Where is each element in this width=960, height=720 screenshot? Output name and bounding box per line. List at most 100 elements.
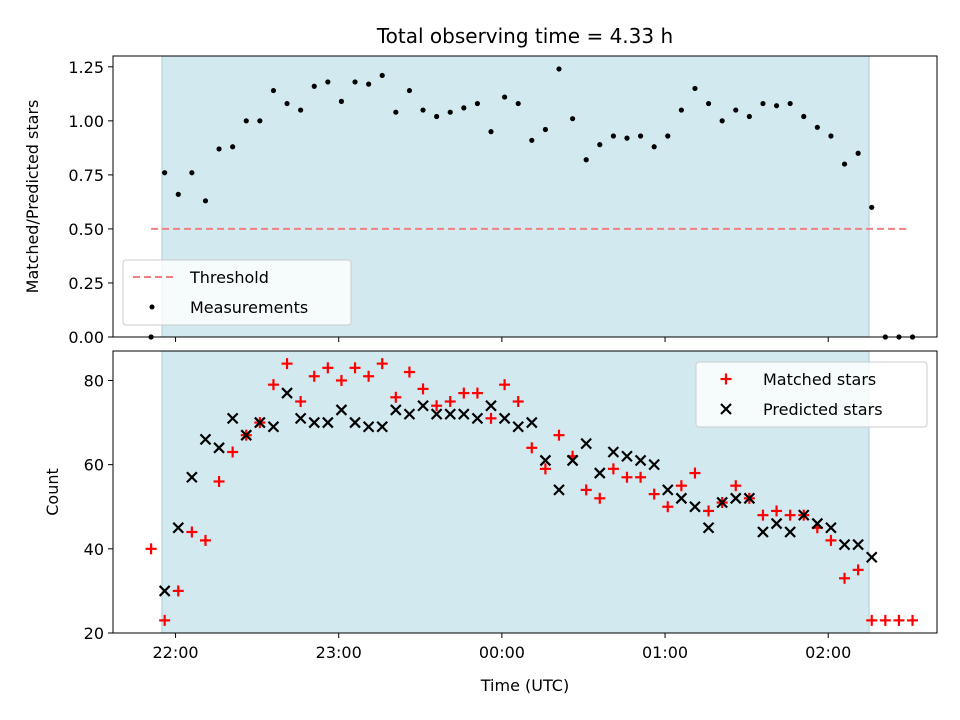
predicted-star-point-b (226, 412, 239, 425)
matched-star-point (689, 467, 701, 479)
measurement-point (665, 133, 671, 139)
measurement-point (406, 87, 413, 94)
predicted-star-point (580, 437, 592, 450)
measurement-point (366, 81, 372, 87)
bottom-x-ticks: 22:00 23:00 00:00 01:00 02:00 (152, 633, 851, 662)
bottom-ytick-label: 40 (84, 540, 104, 559)
predicted-star-point (675, 492, 688, 505)
predicted-star-point (199, 433, 212, 446)
measurement-point (461, 105, 467, 111)
predicted-star-point-b (607, 446, 620, 458)
predicted-star-point-b (267, 420, 280, 433)
predicted-star-point-b (281, 387, 293, 399)
predicted-star-point-b (322, 416, 334, 429)
matched-star-point (322, 362, 334, 374)
predicted-stars-points (158, 387, 878, 597)
bottom-legend: Matched stars Predicted stars (695, 361, 928, 428)
matched-star-point (499, 379, 511, 391)
top-y-ticks: 0.00 0.25 0.50 0.75 1.00 1.25 (68, 58, 113, 347)
predicted-star-point-b (553, 484, 565, 496)
top-x-ticks (175, 337, 829, 342)
measurement-point (488, 129, 494, 135)
matched-star-point (458, 387, 470, 399)
bottom-panel: 20 40 60 80 22:00 23:00 00:00 01:00 02:00 Count… (43, 350, 938, 695)
bottom-ytick-label: 20 (84, 624, 104, 643)
matched-star-point (485, 412, 497, 424)
matched-star-point (444, 396, 456, 408)
predicted-star-point-b (757, 526, 769, 538)
matched-star-point (866, 614, 878, 626)
predicted-star-point (661, 484, 674, 496)
measurement-point (556, 66, 562, 72)
predicted-star-point (607, 446, 620, 458)
predicted-star-point-b (580, 437, 592, 450)
predicted-star-point-b (444, 408, 456, 420)
matched-star-point (879, 614, 891, 626)
matched-star-point (145, 543, 157, 555)
matched-star-point (512, 396, 524, 408)
top-ytick-label: 0.75 (68, 166, 104, 185)
predicted-star-point (444, 408, 456, 420)
measurement-point (257, 118, 263, 124)
bottom-y-ticks: 20 40 60 80 (84, 371, 113, 643)
predicted-star-point (403, 408, 416, 420)
predicted-star-point-b (349, 416, 361, 429)
predicted-star-point-b (172, 521, 185, 534)
matched-star-point (186, 526, 198, 538)
matched-star-point (580, 484, 592, 496)
predicted-star-point (226, 412, 239, 425)
measurement-point (855, 150, 861, 156)
measurement-point (869, 204, 875, 210)
predicted-star-point-b (811, 517, 824, 530)
matched-star-point (335, 374, 347, 386)
predicted-star-point-b (294, 412, 307, 425)
measurement-point (393, 109, 399, 115)
predicted-star-point-b (716, 496, 728, 509)
predicted-star-point (526, 416, 538, 429)
predicted-star-point (634, 454, 647, 467)
predicted-star-point-b (770, 517, 783, 530)
predicted-star-point-b (539, 454, 552, 467)
predicted-star-point-b (376, 420, 389, 433)
chart-title: Total observing time = 4.33 h (376, 24, 673, 48)
matched-star-point (403, 366, 415, 378)
bottom-legend-box (695, 361, 928, 428)
predicted-star-point (430, 408, 443, 420)
bottom-xtick-label: 01:00 (642, 643, 688, 662)
bottom-xtick-label: 02:00 (805, 643, 851, 662)
legend-matched-marker (720, 373, 732, 385)
predicted-star-point (648, 458, 660, 471)
measurement-point (624, 135, 630, 141)
matched-star-point (594, 492, 606, 504)
matched-star-point (553, 429, 565, 441)
measurement-point (298, 107, 304, 113)
predicted-star-point-b (702, 521, 715, 534)
bottom-xtick-label: 00:00 (479, 643, 525, 662)
predicted-star-point (362, 420, 375, 433)
predicted-star-point-b (362, 420, 375, 433)
top-ytick-label: 0.00 (68, 328, 104, 347)
measurement-point (746, 113, 752, 120)
predicted-star-point-b (390, 404, 402, 416)
matched-star-point (730, 480, 742, 492)
matched-star-point (267, 379, 279, 391)
matched-star-point (852, 564, 864, 576)
predicted-star-point (553, 484, 565, 496)
predicted-star-point-b (675, 492, 688, 505)
measurement-point (230, 144, 236, 150)
predicted-star-point (716, 496, 728, 509)
measurement-points (148, 66, 916, 340)
top-ytick-label: 0.25 (68, 274, 104, 293)
predicted-star-point-b (648, 458, 660, 471)
measurement-point (162, 170, 168, 176)
predicted-star-point (294, 412, 307, 425)
measurement-point (447, 109, 453, 115)
matched-star-point (308, 370, 320, 382)
predicted-star-point-b (512, 420, 524, 433)
matched-star-point (172, 585, 184, 597)
predicted-star-point (240, 429, 253, 441)
measurement-point (311, 83, 317, 89)
top-ytick-label: 1.00 (68, 112, 104, 131)
predicted-star-point-b (254, 416, 266, 429)
measurement-point (243, 118, 249, 124)
